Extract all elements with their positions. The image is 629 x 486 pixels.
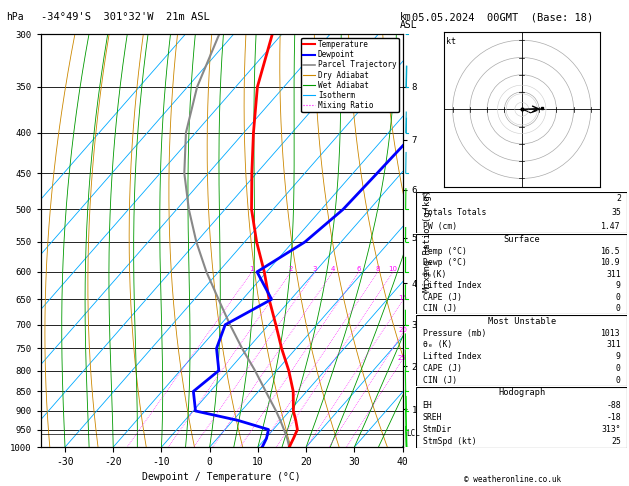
X-axis label: Dewpoint / Temperature (°C): Dewpoint / Temperature (°C) xyxy=(142,472,301,483)
Text: 3: 3 xyxy=(313,266,318,272)
Text: 25: 25 xyxy=(611,437,621,446)
Y-axis label: Mixing Ratio (g/kg): Mixing Ratio (g/kg) xyxy=(423,190,431,292)
Text: 0: 0 xyxy=(616,364,621,373)
Text: 10.9: 10.9 xyxy=(601,259,621,267)
Text: StmSpd (kt): StmSpd (kt) xyxy=(423,437,476,446)
Text: Totals Totals: Totals Totals xyxy=(423,208,486,217)
Text: 1013: 1013 xyxy=(601,329,621,338)
Text: LCL: LCL xyxy=(406,429,420,438)
Text: -88: -88 xyxy=(606,400,621,410)
Text: 16.5: 16.5 xyxy=(601,247,621,256)
Text: Pressure (mb): Pressure (mb) xyxy=(423,329,486,338)
Text: km: km xyxy=(399,12,411,22)
Text: 9: 9 xyxy=(616,352,621,361)
Legend: Temperature, Dewpoint, Parcel Trajectory, Dry Adiabat, Wet Adiabat, Isotherm, Mi: Temperature, Dewpoint, Parcel Trajectory… xyxy=(301,38,399,112)
Text: PW (cm): PW (cm) xyxy=(423,222,457,231)
Text: Lifted Index: Lifted Index xyxy=(423,281,481,290)
Text: 8: 8 xyxy=(376,266,380,272)
Text: θₑ(K): θₑ(K) xyxy=(423,270,447,279)
Text: CIN (J): CIN (J) xyxy=(423,376,457,384)
Text: Hodograph: Hodograph xyxy=(498,388,545,398)
Text: 4: 4 xyxy=(331,266,335,272)
Text: SREH: SREH xyxy=(423,413,442,422)
Text: 311: 311 xyxy=(606,270,621,279)
Text: CIN (J): CIN (J) xyxy=(423,304,457,313)
Text: 0: 0 xyxy=(616,304,621,313)
Text: 2: 2 xyxy=(289,266,293,272)
Text: Most Unstable: Most Unstable xyxy=(487,317,556,326)
Text: Dewp (°C): Dewp (°C) xyxy=(423,259,467,267)
Text: -34°49'S  301°32'W  21m ASL: -34°49'S 301°32'W 21m ASL xyxy=(41,12,209,22)
Text: θₑ (K): θₑ (K) xyxy=(423,340,452,349)
Text: CAPE (J): CAPE (J) xyxy=(423,364,462,373)
Text: EH: EH xyxy=(423,400,433,410)
Text: 311: 311 xyxy=(606,340,621,349)
Text: Lifted Index: Lifted Index xyxy=(423,352,481,361)
Text: 0: 0 xyxy=(616,376,621,384)
Text: hPa: hPa xyxy=(6,12,24,22)
Text: 0: 0 xyxy=(616,293,621,302)
Text: 10: 10 xyxy=(389,266,398,272)
Text: 1: 1 xyxy=(250,266,254,272)
Text: -18: -18 xyxy=(606,413,621,422)
Text: kt: kt xyxy=(446,37,456,46)
Text: ASL: ASL xyxy=(399,20,417,31)
Text: CAPE (J): CAPE (J) xyxy=(423,293,462,302)
Text: © weatheronline.co.uk: © weatheronline.co.uk xyxy=(464,474,561,484)
Text: 05.05.2024  00GMT  (Base: 18): 05.05.2024 00GMT (Base: 18) xyxy=(412,12,593,22)
Text: 35: 35 xyxy=(611,208,621,217)
Text: Temp (°C): Temp (°C) xyxy=(423,247,467,256)
Text: Surface: Surface xyxy=(503,236,540,244)
Text: 9: 9 xyxy=(616,281,621,290)
Text: 1.47: 1.47 xyxy=(601,222,621,231)
Text: 15: 15 xyxy=(398,295,407,301)
Text: 6: 6 xyxy=(357,266,361,272)
Text: 25: 25 xyxy=(397,355,406,361)
Text: K: K xyxy=(423,194,428,203)
Text: 20: 20 xyxy=(398,327,407,333)
Text: StmDir: StmDir xyxy=(423,425,452,434)
Text: 2: 2 xyxy=(616,194,621,203)
Text: 313°: 313° xyxy=(601,425,621,434)
